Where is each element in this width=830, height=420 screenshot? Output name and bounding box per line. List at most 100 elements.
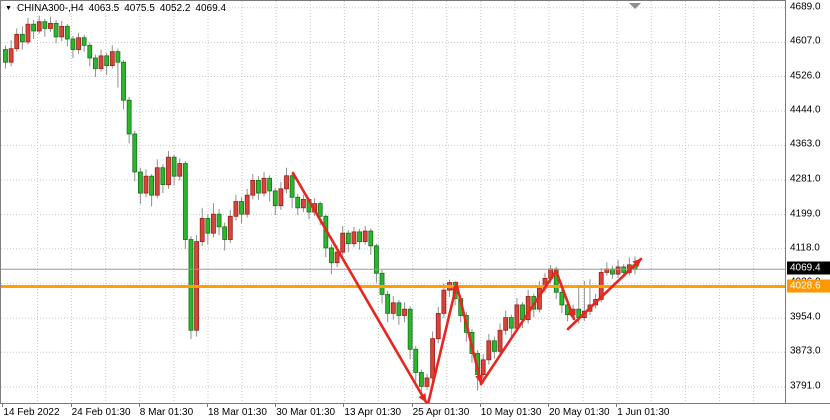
candle (362, 230, 368, 243)
candle (227, 215, 233, 240)
candle (267, 177, 273, 192)
candle (435, 312, 441, 340)
symbol-period-label: CHINA300-,H4 (16, 3, 84, 14)
candle (385, 293, 391, 314)
candle (413, 348, 419, 373)
candle (441, 289, 447, 314)
time-tick (548, 404, 549, 407)
candle (334, 251, 340, 264)
trend-arrow (426, 281, 460, 404)
candle (255, 180, 261, 194)
candle (233, 201, 239, 217)
candle (25, 23, 31, 43)
candle (244, 194, 250, 215)
candle (261, 177, 267, 194)
candle (31, 23, 37, 32)
time-tick (411, 404, 413, 407)
quote-high: 4075.5 (124, 3, 155, 14)
price-tick-label: 4444.0 (790, 104, 821, 116)
candle (126, 99, 132, 135)
candle (199, 217, 205, 243)
candle (508, 317, 514, 329)
candle (205, 217, 211, 234)
price-tick-label: 4689.0 (790, 1, 821, 13)
candle (81, 37, 87, 46)
time-tick-label: 25 Apr 01:30 (412, 407, 470, 418)
candle (503, 317, 509, 331)
candle (87, 44, 93, 59)
trend-arrow (455, 284, 483, 385)
time-tick-label: 1 Jun 01:30 (617, 407, 670, 418)
candle (559, 291, 565, 306)
candle (48, 22, 53, 29)
candle (351, 231, 357, 245)
candle (64, 25, 70, 40)
candlestick-chart[interactable] (1, 1, 785, 404)
candle (93, 57, 98, 69)
chart-shift-marker-icon[interactable] (629, 3, 641, 9)
price-tick-label: 4199.0 (790, 208, 821, 220)
candle (3, 49, 8, 63)
candle (53, 22, 59, 38)
price-tick-label: 3873.0 (790, 345, 821, 357)
candle (497, 329, 503, 352)
candle (109, 51, 115, 66)
candle (424, 377, 430, 387)
trend-arrow (554, 269, 576, 321)
chart-plot[interactable]: ▼ CHINA300-,H4 4063.5 4075.5 4052.2 4069… (0, 0, 785, 404)
candle (379, 272, 385, 295)
time-tick (275, 404, 277, 407)
time-tick-label: 18 Mar 01:30 (208, 407, 267, 418)
candle (396, 302, 402, 316)
time-tick-label: 30 Mar 01:30 (276, 407, 336, 418)
price-tick-label: 3791.0 (790, 380, 821, 392)
symbol-ohlc-header: ▼ CHINA300-,H4 4063.5 4075.5 4052.2 4069… (5, 3, 226, 14)
candle (402, 308, 407, 316)
candle (143, 175, 149, 194)
candle (59, 25, 65, 38)
candle (19, 33, 25, 43)
candle (104, 55, 110, 66)
time-axis[interactable]: 14 Feb 2022 24 Feb 01:30 8 Mar 01:30 18 Mar… (0, 403, 830, 420)
current-price-badge: 4069.4 (787, 261, 830, 275)
candle (166, 156, 171, 186)
candle (284, 175, 289, 190)
quote-close: 4069.4 (195, 3, 227, 14)
candle (211, 213, 216, 234)
time-tick (343, 404, 345, 407)
candle (368, 230, 374, 247)
candle (14, 33, 20, 50)
candle (317, 203, 323, 217)
candle (115, 51, 121, 63)
candle (480, 359, 486, 375)
time-tick (479, 404, 481, 407)
candle (36, 21, 42, 32)
trend-arrow (566, 257, 643, 331)
candle (278, 188, 284, 207)
candle (177, 163, 183, 177)
candle (345, 232, 351, 245)
price-axis[interactable]: 4689.0 4607.0 4526.0 4444.0 4363.0 4281.0 4199… (785, 0, 830, 403)
candle (239, 201, 244, 215)
trend-arrow (479, 269, 558, 386)
candle (610, 268, 615, 275)
time-tick-label: 20 May 01:30 (549, 407, 610, 418)
candle (492, 340, 497, 352)
time-tick (207, 404, 208, 407)
time-tick-label: 14 Feb 2022 (3, 407, 60, 418)
level-price-badge: 4028.6 (787, 279, 830, 293)
candle (329, 247, 334, 264)
candle (374, 245, 379, 274)
candle (407, 308, 413, 350)
candle (188, 239, 194, 331)
candle (289, 175, 295, 198)
candle (430, 338, 436, 379)
time-tick-label: 24 Feb 01:30 (71, 407, 131, 418)
time-tick (138, 404, 140, 407)
candle (8, 48, 14, 63)
symbol-dropdown-icon[interactable]: ▼ (5, 4, 12, 12)
quote-open: 4063.5 (88, 3, 120, 14)
time-tick-label: 8 Mar 01:30 (139, 407, 194, 418)
candle (216, 213, 222, 228)
